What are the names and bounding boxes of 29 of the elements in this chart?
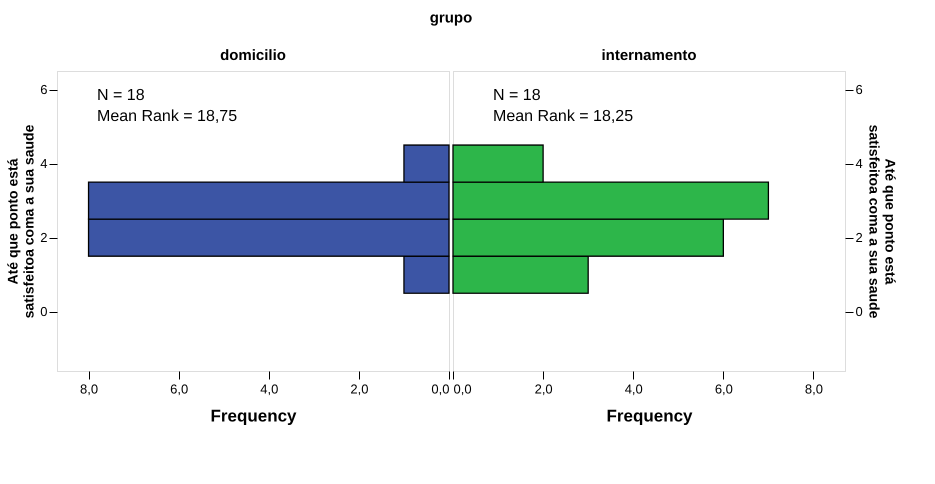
y-tick-label: 6: [856, 82, 863, 98]
x-tick-label: 6,0: [714, 382, 733, 396]
annotation: Mean Rank = 18,75: [97, 108, 238, 125]
x-tick-label: 4,0: [624, 382, 643, 396]
x-tick-label: 4,0: [260, 382, 278, 396]
y-tick-label: 0: [856, 304, 863, 320]
text: grupo: [430, 10, 472, 26]
annotation: Mean Rank = 18,25: [493, 108, 634, 125]
y-tick-label: 0: [40, 304, 48, 320]
annotation: N = 18: [493, 87, 541, 104]
y-tick-label: 4: [856, 156, 863, 172]
x-tick-label: 2,0: [534, 382, 553, 396]
x-tick-label: 6,0: [170, 382, 188, 396]
y-tick-label: 4: [40, 156, 48, 172]
x-tick-label: 0,0: [431, 382, 450, 396]
y-tick-label: 2: [856, 230, 863, 246]
annotation: N = 18: [97, 87, 145, 104]
y-tick-label: 2: [40, 230, 48, 246]
x-axis-title: Frequency: [606, 406, 694, 426]
x-tick-label: 2,0: [350, 382, 368, 396]
chart-title: internamento: [601, 47, 697, 64]
y-axis-title: Até que ponto está satisfeitoa coma a sua saude: [866, 124, 899, 319]
x-tick-label: 8,0: [80, 382, 98, 396]
chart-title: domicilio: [220, 47, 286, 64]
y-axis-title: Até que ponto está satisfeitoa coma a sua saude: [4, 124, 36, 318]
x-axis-title: Frequency: [210, 406, 298, 426]
y-tick-label: 6: [40, 82, 48, 98]
x-tick-label: 0,0: [454, 382, 472, 396]
x-tick-label: 8,0: [804, 382, 823, 396]
